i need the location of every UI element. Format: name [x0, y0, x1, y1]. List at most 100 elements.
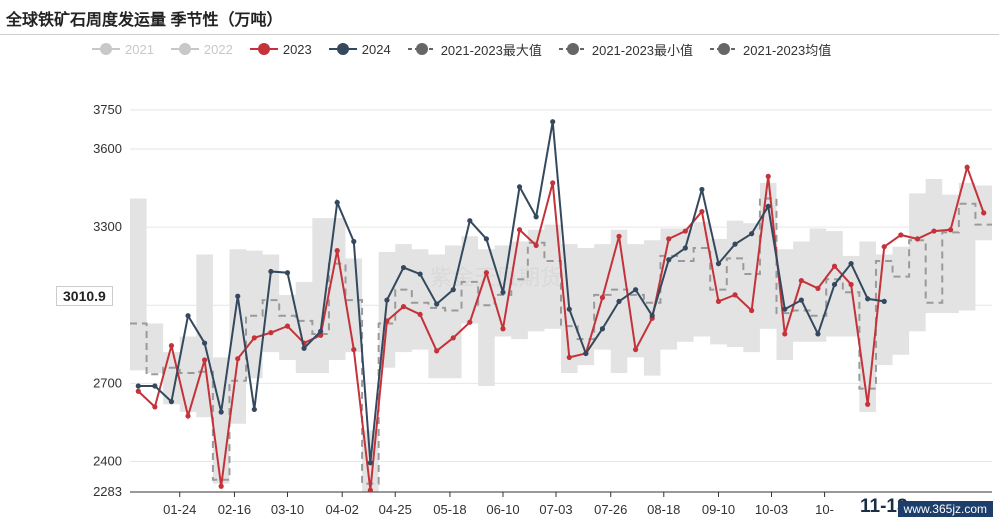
legend-item-3[interactable]: 2024 [328, 41, 391, 57]
data-point-2023 [284, 323, 291, 329]
data-point-2023 [947, 227, 954, 233]
legend-label-3: 2024 [361, 41, 391, 57]
data-point-2024 [334, 199, 340, 206]
data-point-2023 [666, 236, 672, 242]
chart-svg: 2283 2400 2700 3300 3600 3750 01-24 02-16 03-10 0… [93, 102, 992, 517]
data-point-2023 [268, 330, 274, 336]
bottom-big-label: 11-13 [860, 496, 908, 517]
series-line-2024 [138, 121, 885, 463]
data-point-2024 [516, 184, 523, 190]
data-point-2024 [201, 340, 208, 346]
legend-item-6[interactable]: 2021-2023均值 [710, 40, 831, 59]
data-point-2024 [749, 231, 755, 237]
x-tick-label: 03-10 [271, 502, 304, 517]
y-tick-label: 3600 [93, 141, 122, 156]
legend-label-2: 2023 [282, 41, 312, 57]
data-point-2023 [550, 180, 556, 186]
data-point-2024 [268, 268, 274, 275]
x-tick-label: 04-02 [326, 502, 359, 517]
legend-swatch-4 [407, 43, 436, 55]
data-point-2024 [450, 287, 456, 293]
data-point-2024 [649, 313, 655, 319]
data-point-2023 [467, 319, 473, 325]
data-point-2024 [815, 331, 821, 337]
data-point-2023 [351, 346, 357, 353]
data-point-2024 [583, 350, 589, 357]
data-point-2024 [798, 297, 804, 303]
data-point-2023 [218, 483, 224, 489]
data-point-2024 [301, 345, 307, 351]
data-point-2023 [334, 248, 340, 254]
data-point-2023 [732, 292, 738, 298]
y-tick-label: 3750 [93, 102, 122, 117]
data-point-2023 [931, 228, 937, 234]
data-point-2024 [152, 383, 158, 389]
data-point-2023 [533, 242, 539, 249]
y-tick-label: 2400 [93, 454, 122, 469]
data-point-2024 [616, 298, 622, 304]
data-point-2024 [235, 293, 241, 299]
x-tick-label: 02-16 [218, 502, 251, 517]
data-point-2024 [782, 306, 788, 312]
legend-swatch-2 [249, 43, 278, 55]
data-point-2023 [914, 236, 921, 242]
x-tick-label: 07-26 [594, 502, 627, 517]
data-point-2024 [417, 271, 423, 277]
legend-item-1[interactable]: 2022 [170, 42, 233, 57]
data-point-2023 [715, 298, 722, 304]
data-point-2023 [135, 388, 141, 394]
data-point-2023 [798, 277, 804, 284]
legend-item-0[interactable]: 2021 [92, 42, 154, 57]
data-point-2024 [881, 298, 887, 304]
data-point-2024 [218, 409, 224, 415]
data-point-2023 [566, 354, 572, 360]
data-point-2023 [699, 208, 705, 215]
data-point-2024 [682, 245, 688, 251]
y-tick-label: 3300 [93, 219, 122, 234]
x-tick-label: 07-03 [539, 502, 572, 517]
x-tick-label: 05-18 [433, 502, 466, 517]
x-tick-label: 04-25 [379, 502, 412, 517]
x-tick-label: 08-18 [647, 502, 680, 517]
data-point-2024 [699, 186, 705, 193]
data-point-2023 [981, 210, 987, 216]
data-point-2023 [201, 357, 208, 363]
data-point-2024 [715, 261, 722, 267]
crosshair-value-badge: 3010.9 [56, 286, 113, 306]
data-point-2024 [732, 241, 738, 247]
data-point-2024 [566, 306, 572, 312]
legend-label-6: 2021-2023均值 [743, 42, 832, 58]
x-tick-label: 10-03 [755, 502, 788, 517]
data-point-2024 [251, 406, 257, 413]
data-point-2023 [765, 173, 771, 180]
data-point-2023 [450, 335, 456, 341]
site-footer: www.365jz.com [897, 501, 993, 517]
data-point-2024 [434, 301, 440, 307]
data-point-2023 [185, 413, 191, 419]
data-point-2023 [417, 311, 423, 318]
legend-swatch-5 [558, 43, 587, 55]
data-point-2023 [483, 270, 490, 276]
legend-item-2[interactable]: 2023 [249, 41, 312, 57]
data-point-2024 [865, 296, 871, 302]
data-point-2023 [782, 331, 788, 337]
chart-area[interactable]: 2283 2400 2700 3300 3600 3750 01-24 02-16 03-10 0… [0, 60, 999, 521]
data-point-2024 [483, 236, 490, 242]
data-point-2023 [749, 307, 755, 314]
data-point-2023 [599, 294, 606, 301]
chart-title: 全球铁矿石周度发运量 季节性（万吨） [6, 12, 283, 29]
legend-swatch-0 [92, 43, 120, 55]
data-point-2023 [516, 227, 523, 233]
legend-item-5[interactable]: 2021-2023最小值 [558, 40, 693, 59]
data-point-2024 [351, 238, 357, 245]
data-point-2023 [616, 233, 622, 239]
data-point-2023 [434, 348, 440, 354]
x-tick-label: 01-24 [163, 502, 196, 517]
legend-item-4[interactable]: 2021-2023最大值 [407, 40, 542, 59]
data-point-2024 [185, 313, 191, 319]
data-point-2023 [367, 487, 373, 493]
title-divider [0, 34, 999, 35]
data-point-2023 [168, 343, 175, 349]
legend-label-0: 2021 [125, 41, 154, 57]
data-point-2023 [848, 281, 854, 288]
